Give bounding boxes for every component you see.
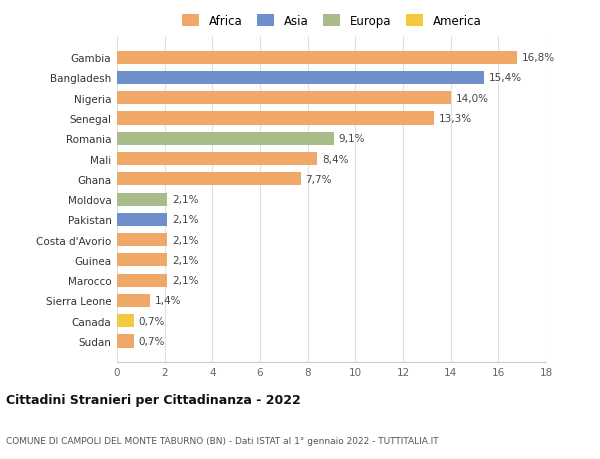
- Bar: [117, 254, 167, 267]
- Text: 2,1%: 2,1%: [172, 275, 199, 285]
- Bar: [117, 314, 134, 328]
- Text: 2,1%: 2,1%: [172, 255, 199, 265]
- Bar: [117, 335, 134, 348]
- Bar: [117, 112, 434, 125]
- Text: 7,7%: 7,7%: [305, 174, 332, 185]
- Text: 2,1%: 2,1%: [172, 195, 199, 205]
- Text: 0,7%: 0,7%: [139, 316, 165, 326]
- Text: COMUNE DI CAMPOLI DEL MONTE TABURNO (BN) - Dati ISTAT al 1° gennaio 2022 - TUTTI: COMUNE DI CAMPOLI DEL MONTE TABURNO (BN)…: [6, 436, 439, 445]
- Text: 8,4%: 8,4%: [322, 154, 349, 164]
- Text: 16,8%: 16,8%: [522, 53, 555, 63]
- Bar: [117, 133, 334, 146]
- Text: Cittadini Stranieri per Cittadinanza - 2022: Cittadini Stranieri per Cittadinanza - 2…: [6, 393, 301, 406]
- Bar: [117, 173, 301, 186]
- Bar: [117, 92, 451, 105]
- Bar: [117, 193, 167, 206]
- Bar: [117, 72, 484, 85]
- Text: 1,4%: 1,4%: [155, 296, 182, 306]
- Text: 9,1%: 9,1%: [338, 134, 365, 144]
- Legend: Africa, Asia, Europa, America: Africa, Asia, Europa, America: [182, 15, 481, 28]
- Text: 2,1%: 2,1%: [172, 215, 199, 225]
- Text: 13,3%: 13,3%: [439, 114, 472, 124]
- Text: 15,4%: 15,4%: [489, 73, 522, 84]
- Bar: [117, 51, 517, 65]
- Text: 2,1%: 2,1%: [172, 235, 199, 245]
- Bar: [117, 294, 151, 308]
- Text: 14,0%: 14,0%: [455, 94, 488, 104]
- Bar: [117, 213, 167, 226]
- Text: 0,7%: 0,7%: [139, 336, 165, 346]
- Bar: [117, 274, 167, 287]
- Bar: [117, 234, 167, 246]
- Bar: [117, 153, 317, 166]
